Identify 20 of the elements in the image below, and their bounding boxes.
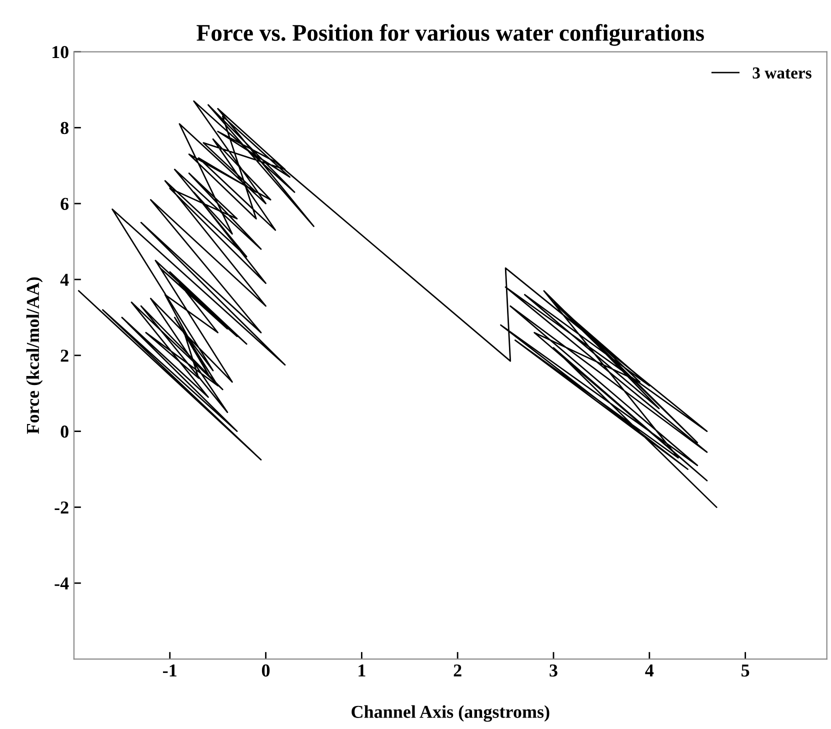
y-tick-label: 0 [60,426,68,438]
x-tick-label: 0 [262,664,270,677]
legend-label: 3 waters [752,67,812,79]
x-tick-label: 3 [550,664,558,677]
x-tick-label: 4 [645,664,654,676]
line-series [78,100,718,508]
x-tick-label: 5 [742,664,750,677]
y-tick-label: 10 [52,46,68,58]
x-tick-label: 1 [358,664,366,676]
x-axis-title: Channel Axis (angstroms) [352,705,550,722]
x-tick-label: 2 [454,664,462,676]
y-tick-label: -2 [54,502,68,514]
y-tick-label: 2 [60,350,68,362]
chart-title: Force vs. Position for various water configurations [196,24,704,46]
y-tick-label: 6 [60,198,69,210]
y-tick-label: 4 [60,274,69,286]
y-tick-label: 8 [60,122,68,134]
y-tick-label: -4 [54,577,69,590]
y-axis-title: Force (kcal/mol/AA) [26,277,43,434]
x-tick-label: -1 [163,664,176,676]
